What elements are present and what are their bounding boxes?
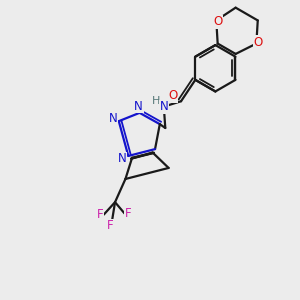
Text: F: F	[107, 219, 114, 232]
Text: F: F	[125, 207, 131, 220]
Text: O: O	[169, 89, 178, 103]
Text: N: N	[118, 152, 127, 165]
Text: F: F	[97, 208, 104, 221]
Text: H: H	[152, 96, 160, 106]
Text: N: N	[159, 100, 168, 113]
Text: O: O	[253, 36, 262, 49]
Text: N: N	[109, 112, 117, 125]
Text: O: O	[213, 15, 222, 28]
Text: N: N	[134, 100, 143, 113]
